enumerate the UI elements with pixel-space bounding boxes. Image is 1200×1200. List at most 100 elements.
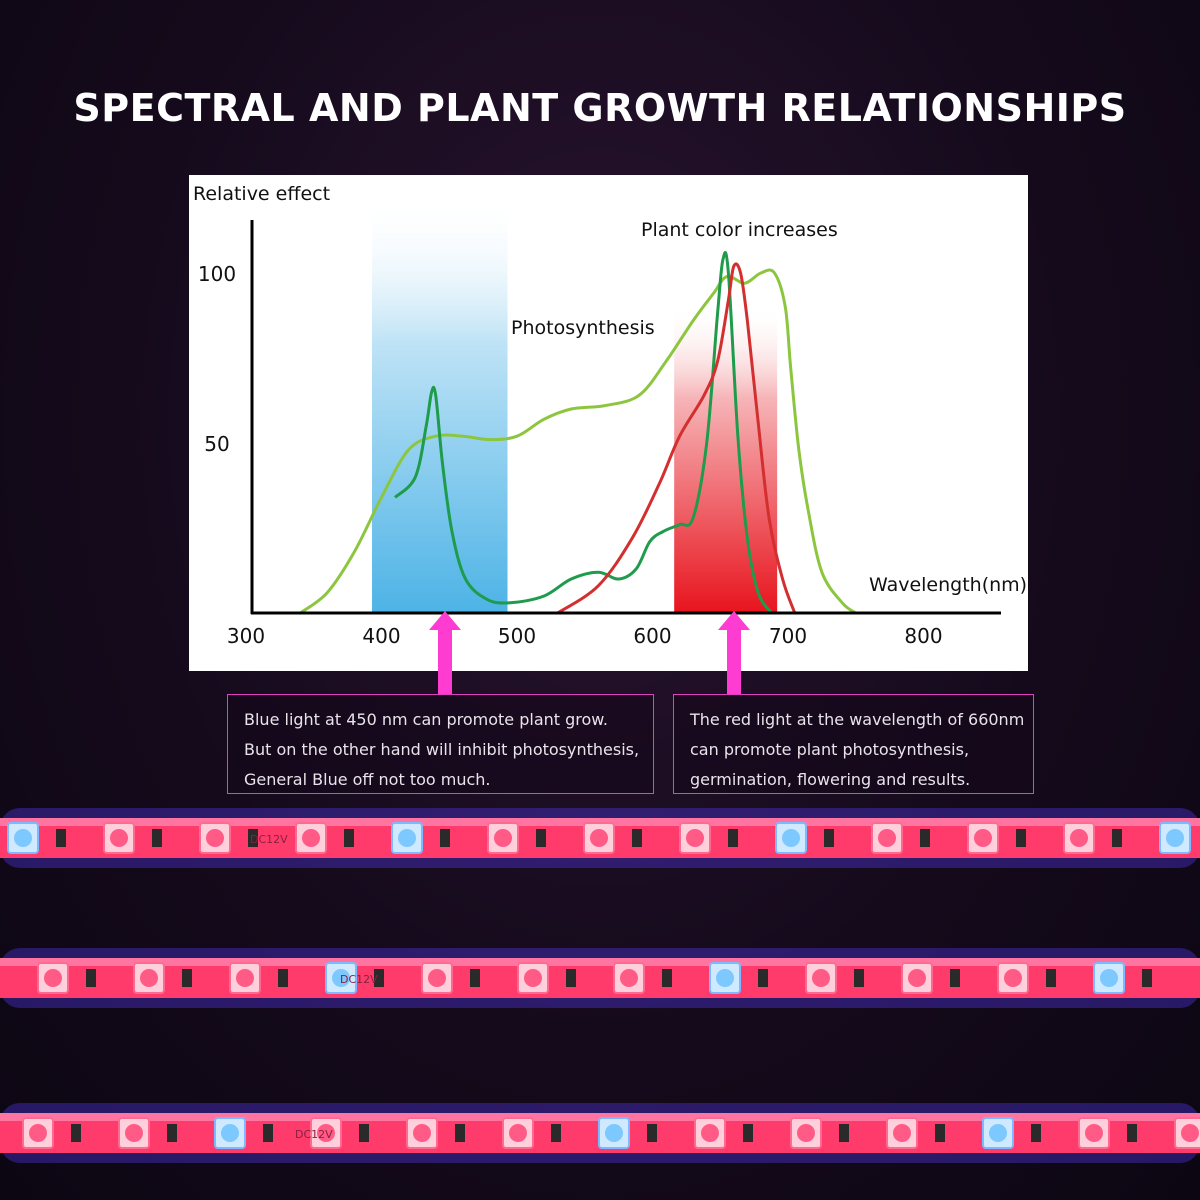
page-title: SPECTRAL AND PLANT GROWTH RELATIONSHIPS (73, 86, 1127, 130)
led-red (295, 822, 327, 854)
info-box-blue-light: Blue light at 450 nm can promote plant g… (227, 694, 654, 794)
resistor (647, 1124, 657, 1142)
resistor (728, 829, 738, 847)
resistor (824, 829, 834, 847)
led-red (790, 1117, 822, 1149)
resistor (1112, 829, 1122, 847)
resistor (758, 969, 768, 987)
resistor (920, 829, 930, 847)
resistor (359, 1124, 369, 1142)
led-red (1063, 822, 1095, 854)
resistor (440, 829, 450, 847)
strip-voltage-label: DC12V (340, 973, 378, 986)
led-red (1174, 1117, 1200, 1149)
resistor (71, 1124, 81, 1142)
led-red (487, 822, 519, 854)
led-strip-image: DC12V (0, 1103, 1200, 1163)
led-red (613, 962, 645, 994)
led-red (967, 822, 999, 854)
resistor (1016, 829, 1026, 847)
resistor (632, 829, 642, 847)
led-red (310, 1117, 342, 1149)
resistor (455, 1124, 465, 1142)
led-red (103, 822, 135, 854)
resistor (1142, 969, 1152, 987)
resistor (152, 829, 162, 847)
resistor (470, 969, 480, 987)
led-red (421, 962, 453, 994)
resistor (1127, 1124, 1137, 1142)
led-blue (1093, 962, 1125, 994)
x-tick-label: 700 (769, 624, 807, 648)
x-axis-label: Wavelength(nm) (869, 574, 1027, 596)
info-line: General Blue off not too much. (244, 770, 491, 789)
resistor (248, 829, 258, 847)
led-red (229, 962, 261, 994)
x-tick-label: 800 (904, 624, 942, 648)
led-blue (982, 1117, 1014, 1149)
x-tick-label: 600 (633, 624, 671, 648)
resistor (344, 829, 354, 847)
info-box-red-light: The red light at the wavelength of 660nm… (673, 694, 1034, 794)
led-blue (709, 962, 741, 994)
resistor (536, 829, 546, 847)
led-red (997, 962, 1029, 994)
resistor (839, 1124, 849, 1142)
annotation-plant-color: Plant color increases (641, 219, 838, 241)
info-line: germination, flowering and results. (690, 770, 971, 789)
led-red (517, 962, 549, 994)
led-red (1078, 1117, 1110, 1149)
resistor (374, 969, 384, 987)
info-line: The red light at the wavelength of 660nm (690, 710, 1025, 729)
strip-voltage-label: DC12V (250, 833, 288, 846)
led-red (133, 962, 165, 994)
y-tick-label: 50 (204, 432, 229, 456)
led-red (886, 1117, 918, 1149)
strip-voltage-label: DC12V (295, 1128, 333, 1141)
y-axis-label: Relative effect (193, 183, 330, 205)
led-red (679, 822, 711, 854)
led-strip-image: DC12V (0, 808, 1200, 868)
strip-highlight (0, 958, 1200, 966)
resistor (743, 1124, 753, 1142)
resistor (86, 969, 96, 987)
info-line: But on the other hand will inhibit photo… (244, 740, 640, 759)
info-line: can promote plant photosynthesis, (690, 740, 970, 759)
led-red (502, 1117, 534, 1149)
annotation-photosynthesis: Photosynthesis (511, 317, 655, 339)
led-red (694, 1117, 726, 1149)
resistor (263, 1124, 273, 1142)
resistor (566, 969, 576, 987)
blue-band (372, 195, 508, 613)
led-red (406, 1117, 438, 1149)
info-line: Blue light at 450 nm can promote plant g… (244, 710, 608, 729)
resistor (1031, 1124, 1041, 1142)
led-red (118, 1117, 150, 1149)
strip-highlight (0, 1113, 1200, 1121)
red-band (674, 305, 778, 613)
led-red (583, 822, 615, 854)
led-strip-image: DC12V (0, 948, 1200, 1008)
led-red (901, 962, 933, 994)
resistor (950, 969, 960, 987)
resistor (935, 1124, 945, 1142)
resistor (551, 1124, 561, 1142)
series-chlorophyll-a (393, 251, 773, 614)
series-chlorophyll-b (556, 262, 797, 615)
y-tick-label: 100 (198, 262, 236, 286)
led-blue (598, 1117, 630, 1149)
spectrum-chart: 300 400 500 600 700 800 50 100 Relative effect … (189, 175, 1028, 671)
led-red (871, 822, 903, 854)
resistor (854, 969, 864, 987)
led-blue (391, 822, 423, 854)
led-blue (325, 962, 357, 994)
resistor (182, 969, 192, 987)
led-blue (214, 1117, 246, 1149)
resistor (278, 969, 288, 987)
resistor (1046, 969, 1056, 987)
x-tick-label: 400 (362, 624, 400, 648)
x-tick-label: 500 (498, 624, 536, 648)
series-photosynthesis (299, 268, 857, 615)
led-blue (7, 822, 39, 854)
